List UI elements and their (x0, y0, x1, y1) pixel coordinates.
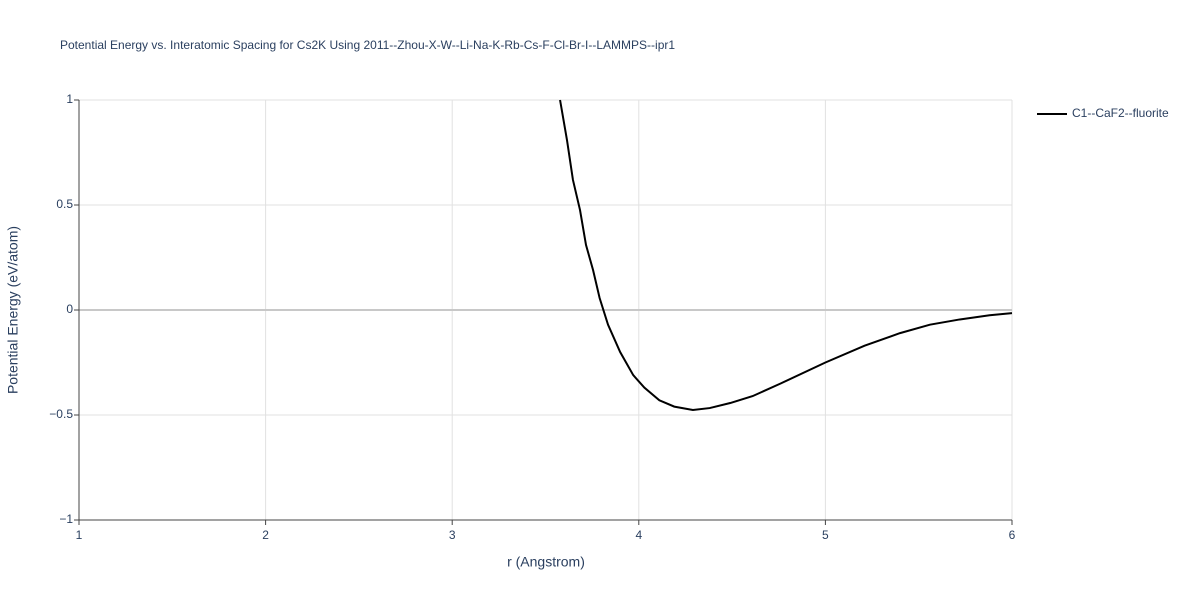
y-tick-label: 0.5 (56, 197, 73, 211)
x-tick-label: 2 (262, 528, 269, 542)
x-tick-label: 1 (76, 528, 83, 542)
x-tick-label: 3 (449, 528, 456, 542)
y-axis-title: Potential Energy (eV/atom) (5, 226, 21, 394)
x-tick-label: 4 (635, 528, 642, 542)
y-tick-label: −0.5 (49, 407, 73, 421)
x-tick-label: 6 (1009, 528, 1016, 542)
y-tick-label: −1 (59, 512, 73, 526)
series-line (559, 99, 1013, 411)
y-tick-label: 0 (66, 302, 73, 316)
x-axis-title: r (Angstrom) (507, 554, 585, 570)
legend-label: C1--CaF2--fluorite (1072, 106, 1169, 120)
chart-title: Potential Energy vs. Interatomic Spacing… (60, 38, 675, 52)
x-tick-label: 5 (822, 528, 829, 542)
y-tick-label: 1 (66, 92, 73, 106)
